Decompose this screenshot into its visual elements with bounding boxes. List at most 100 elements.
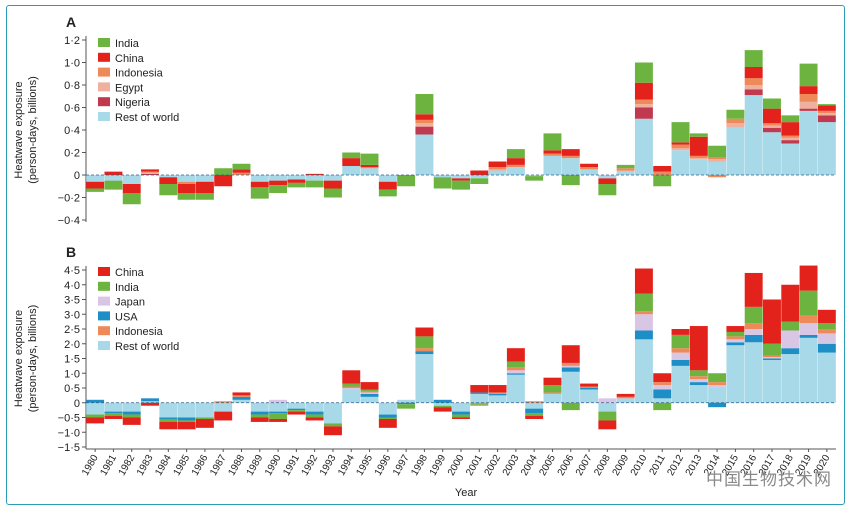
bar-segment-rest-of-world-1993: [323, 402, 342, 424]
panel-A: A −0·4 −0·2 0 0·2 0·4 0·6 0·8 1·0 1·2 Heatwave exp…: [13, 14, 836, 227]
bar-segment-china-1980: [86, 417, 105, 424]
bar-segment-china-2016: [744, 67, 763, 79]
bar-segment-india-2000: [452, 414, 470, 418]
bar-segment-indonesia-2012: [671, 348, 690, 353]
bar-segment-india-2019: [799, 290, 818, 316]
bar-segment-japan-2012: [671, 352, 690, 360]
bar-segment-japan-1994: [342, 388, 361, 390]
bar-segment-egypt-2016: [744, 85, 763, 90]
bar-segment-nigeria-1998: [415, 126, 434, 135]
bar-segment-china-2015: [726, 326, 745, 332]
bar-segment-rest-of-world-1982: [122, 402, 141, 412]
bar-segment-rest-of-world-1980: [86, 175, 105, 182]
x-tick-label: 1986: [190, 453, 211, 478]
bar-segment-usa-2002: [488, 393, 507, 396]
bar-segment-china-2004: [525, 416, 544, 419]
bar-segment-china-1982: [122, 417, 141, 425]
bar-segment-indonesia-2018: [781, 135, 800, 138]
x-tick-label: 1999: [428, 453, 449, 478]
bar-segment-rest-of-world-2006: [561, 158, 580, 176]
bar-segment-rest-of-world-2014: [708, 388, 727, 403]
bar-segment-rest-of-world-1996: [378, 175, 397, 182]
bar-segment-usa-2018: [781, 348, 800, 355]
bar-segment-japan-2010: [634, 314, 653, 331]
bar-segment-china-1995: [360, 382, 379, 390]
bar-segment-indonesia-2020: [817, 329, 836, 334]
bar-segment-china-2002: [488, 385, 507, 393]
bar-segment-china-2020: [817, 105, 836, 111]
bar-segment-china-1985: [177, 184, 196, 193]
bar-segment-indonesia-2009: [616, 168, 635, 171]
bar-segment-rest-of-world-1998: [415, 354, 434, 403]
bar-segment-usa-2016: [744, 334, 763, 343]
bar-segment-egypt-2019: [799, 101, 818, 109]
bar-segment-rest-of-world-2006: [561, 371, 580, 403]
bar-segment-india-2018: [781, 321, 800, 331]
bar-segment-china-1992: [305, 173, 324, 176]
bar-segment-china-2016: [744, 272, 763, 307]
bar-segment-rest-of-world-2011: [653, 398, 672, 403]
bar-segment-indonesia-2019: [799, 315, 818, 324]
bar-segment-indonesia-2007: [580, 167, 599, 170]
bar-segment-india-2013: [689, 370, 708, 377]
bar-segment-india-2020: [817, 104, 836, 106]
bar-segment-rest-of-world-2017: [763, 132, 781, 175]
y-tick-label: 1·0: [64, 368, 80, 380]
bar-segment-rest-of-world-1993: [323, 175, 342, 181]
bar-segment-china-2019: [799, 265, 818, 291]
bar-segment-rest-of-world-2020: [817, 352, 836, 403]
bar-segment-usa-2013: [689, 382, 708, 386]
bar-segment-china-1991: [287, 411, 306, 415]
bar-segment-usa-2006: [561, 367, 580, 372]
bar-segment-china-2012: [671, 329, 690, 335]
bar-segment-india-2017: [763, 98, 781, 109]
bar-segment-indonesia-1998: [415, 348, 434, 352]
bar-segment-indonesia-1987: [214, 401, 233, 403]
bar-segment-nigeria-2010: [634, 107, 653, 119]
bar-segment-china-1995: [360, 164, 379, 168]
legend-label: Indonesia: [115, 326, 164, 338]
bar-segment-india-2006: [561, 175, 580, 186]
bar-segment-rest-of-world-2004: [525, 175, 544, 177]
bar-segment-usa-1992: [305, 411, 324, 415]
bar-segment-rest-of-world-1992: [305, 402, 324, 412]
bar-segment-rest-of-world-1983: [141, 401, 159, 403]
bar-segment-rest-of-world-1992: [305, 175, 324, 181]
bar-segment-china-2002: [488, 161, 507, 168]
x-tick-label: 1983: [135, 453, 156, 478]
bar-segment-nigeria-2020: [817, 115, 836, 123]
bar-segment-china-1996: [378, 418, 397, 428]
x-tick-label: 1988: [226, 453, 247, 478]
bar-segment-usa-2012: [671, 359, 690, 366]
bar-segment-indonesia-1988: [232, 395, 251, 397]
bar-segment-china-1988: [232, 169, 251, 173]
bar-segment-egypt-2012: [671, 148, 690, 151]
bar-segment-japan-2020: [817, 333, 836, 344]
y-axis-title: Heatwave exposure: [13, 310, 25, 407]
bar-segment-china-1983: [141, 402, 159, 406]
bar-segment-rest-of-world-2009: [616, 398, 635, 403]
bar-segment-india-2010: [634, 62, 653, 83]
bar-segment-china-1998: [415, 114, 434, 120]
bar-segment-india-2000: [452, 180, 470, 190]
x-tick-label: 1995: [354, 453, 375, 478]
legend-label: Rest of world: [115, 341, 179, 353]
bar-segment-rest-of-world-1995: [360, 168, 379, 175]
bar-segment-india-2003: [506, 361, 525, 368]
bar-segment-india-1994: [342, 383, 361, 387]
bar-segment-rest-of-world-2000: [452, 175, 470, 179]
legend-swatch: [98, 341, 110, 350]
bar-segment-india-2011: [653, 175, 672, 187]
bar-segment-indonesia-1995: [360, 167, 379, 169]
bar-segment-india-1997: [397, 404, 416, 409]
x-tick-label: 1985: [172, 453, 193, 478]
x-tick-label: 2012: [665, 453, 686, 478]
y-tick-label: 0·5: [64, 383, 80, 395]
legend-swatch: [98, 67, 110, 77]
bar-segment-nigeria-1983: [141, 173, 159, 176]
bar-segment-india-2004: [525, 176, 544, 181]
bar-segment-indonesia-2011: [653, 382, 672, 386]
bar-segment-india-1998: [415, 336, 434, 349]
bar-segment-rest-of-world-2015: [726, 127, 745, 175]
bar-segment-china-2001: [470, 170, 489, 175]
